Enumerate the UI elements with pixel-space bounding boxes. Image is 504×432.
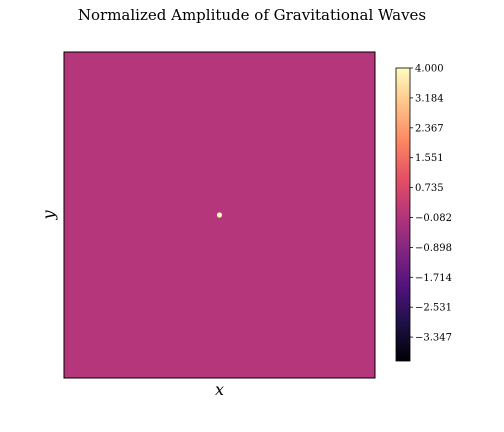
colorbar-tick-label: 2.367 [415, 123, 444, 134]
colorbar-tick-label: −1.714 [415, 273, 452, 284]
x-axis-label: x [215, 380, 224, 399]
colorbar-tick-label: −0.898 [415, 243, 452, 254]
plot-frame [63, 51, 376, 379]
colorbar-ticks: 4.000 3.184 2.367 1.551 0.735 −0.082 −0.898 −1.… [410, 64, 452, 344]
colorbar-tick-label: 0.735 [415, 183, 444, 194]
colorbar-tick-label: 3.184 [415, 93, 444, 104]
colorbar-tick-label: −3.347 [415, 333, 452, 344]
colorbar-tick-label: 4.000 [415, 64, 444, 75]
chart-title: Normalized Amplitude of Gravitational Wa… [78, 6, 426, 24]
colorbar-tick-label: −0.082 [415, 213, 452, 224]
colorbar-tick-label: 1.551 [415, 153, 444, 164]
colorbar: 4.000 3.184 2.367 1.551 0.735 −0.082 −0.898 −1.… [395, 64, 452, 362]
heatmap-plot [63, 51, 376, 379]
y-axis-label: y [39, 210, 58, 221]
colorbar-tick-label: −2.531 [415, 303, 452, 314]
colorbar-gradient [395, 67, 411, 362]
heatmap-peak-point [216, 212, 223, 218]
